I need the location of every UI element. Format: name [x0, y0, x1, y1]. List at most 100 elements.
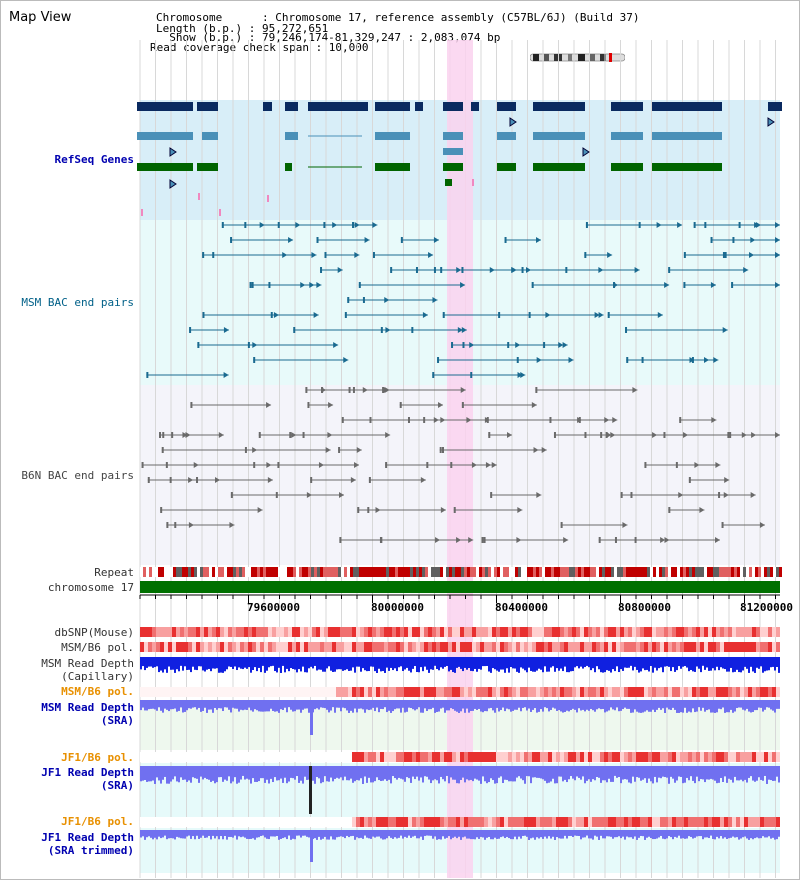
track-label-msm-depth-cap[interactable]: MSM Read Depth	[41, 657, 134, 670]
depth-bar	[242, 657, 244, 670]
depth-bar	[376, 700, 378, 708]
b6n-bac-pairs[interactable]	[141, 387, 780, 543]
depth-bar	[516, 766, 518, 778]
poly-cell	[372, 642, 376, 652]
bac-end	[456, 267, 462, 273]
depth-bar	[504, 830, 506, 839]
depth-bar	[766, 766, 768, 784]
depth-bar	[522, 830, 524, 836]
track-label-repeat[interactable]: Repeat	[94, 566, 134, 579]
poly-cell	[504, 627, 508, 637]
depth-bar	[558, 830, 560, 839]
track-label-msm-bac[interactable]: MSM BAC end pairs	[21, 296, 134, 309]
track-label-msm-depth-sra[interactable]: MSM Read Depth	[41, 701, 134, 714]
poly-cell	[752, 752, 756, 762]
depth-bar	[736, 657, 738, 670]
depth-bar	[366, 766, 368, 783]
track-label-b6n-bac[interactable]: B6N BAC end pairs	[21, 469, 134, 482]
depth-bar	[196, 657, 198, 671]
bac-end	[339, 537, 342, 543]
repeat-bar	[587, 567, 590, 577]
repeat-bar	[509, 567, 512, 577]
poly-cell	[284, 752, 288, 762]
depth-bar	[162, 830, 164, 838]
poly-cell	[168, 642, 172, 652]
poly-cell	[428, 817, 432, 827]
poly-cell	[684, 817, 688, 827]
depth-bar	[642, 830, 644, 837]
poly-cell	[496, 687, 500, 697]
depth-bar	[470, 766, 472, 780]
poly-cell	[304, 752, 308, 762]
poly-cell	[532, 687, 536, 697]
repeat-track[interactable]	[140, 567, 782, 577]
poly-cell	[552, 817, 556, 827]
depth-bar	[162, 766, 164, 780]
polymorphism-tracks[interactable]	[140, 627, 780, 827]
poly-cell	[400, 817, 404, 827]
repeat-bar	[521, 567, 524, 577]
poly-cell	[180, 817, 184, 827]
track-label-jf1-pol2[interactable]: JF1/B6 pol.	[61, 815, 134, 828]
poly-cell	[544, 627, 548, 637]
msm-bac-pairs[interactable]	[146, 222, 780, 378]
poly-cell	[524, 752, 528, 762]
depth-bar	[712, 830, 714, 839]
depth-bar	[276, 657, 278, 673]
track-label-chromosome[interactable]: chromosome 17	[47, 581, 134, 594]
track-label-msm-pol1[interactable]: MSM/B6 pol.	[61, 641, 134, 654]
poly-cell	[748, 817, 752, 827]
depth-bar	[430, 766, 432, 784]
depth-bar	[488, 830, 490, 837]
depth-bar	[664, 766, 666, 778]
gene-marker	[267, 195, 269, 202]
repeat-bar	[770, 567, 773, 577]
poly-cell	[156, 627, 160, 637]
poly-cell	[312, 687, 316, 697]
poly-cell	[416, 627, 420, 637]
track-label-jf1-pol1[interactable]: JF1/B6 pol.	[61, 751, 134, 764]
depth-bar	[294, 700, 296, 712]
repeat-bar	[275, 567, 278, 577]
depth-bar	[192, 657, 194, 667]
repeat-bar	[224, 567, 227, 577]
poly-cell	[752, 627, 756, 637]
depth-bar	[266, 700, 268, 712]
track-label-jf1-trim[interactable]: JF1 Read Depth	[41, 831, 134, 844]
depth-bar	[686, 700, 688, 713]
poly-cell	[452, 687, 456, 697]
depth-bar	[564, 830, 566, 836]
poly-cell	[568, 687, 572, 697]
bac-end	[251, 282, 254, 288]
depth-bar	[456, 700, 458, 712]
depth-bar	[526, 830, 528, 837]
track-label-msm-pol2[interactable]: MSM/B6 pol.	[61, 685, 134, 698]
poly-cell	[180, 752, 184, 762]
track-label-refseq[interactable]: RefSeq Genes	[54, 153, 134, 166]
poly-cell	[348, 642, 352, 652]
bac-end	[535, 387, 538, 393]
bac-end	[721, 522, 724, 528]
depth-bar	[772, 830, 774, 838]
track-label-jf1-depth[interactable]: JF1 Read Depth	[41, 766, 134, 779]
bac-end	[372, 222, 378, 228]
depth-bar	[316, 766, 318, 777]
chromosome-bar[interactable]	[140, 581, 780, 593]
poly-cell	[260, 627, 264, 637]
repeat-bar	[353, 567, 356, 577]
repeat-bar	[227, 567, 230, 577]
read-depth-tracks[interactable]	[140, 657, 780, 862]
poly-cell	[256, 642, 260, 652]
track-label-dbsnp[interactable]: dbSNP(Mouse)	[54, 626, 134, 639]
poly-cell	[444, 687, 448, 697]
depth-bar	[316, 830, 318, 840]
refseq-gene-models[interactable]	[137, 102, 782, 216]
poly-cell	[252, 642, 256, 652]
poly-cell	[516, 817, 520, 827]
depth-bar	[386, 657, 388, 668]
bac-end	[722, 252, 725, 258]
poly-cell	[496, 752, 500, 762]
depth-bar	[306, 766, 308, 780]
depth-bar	[388, 700, 390, 711]
